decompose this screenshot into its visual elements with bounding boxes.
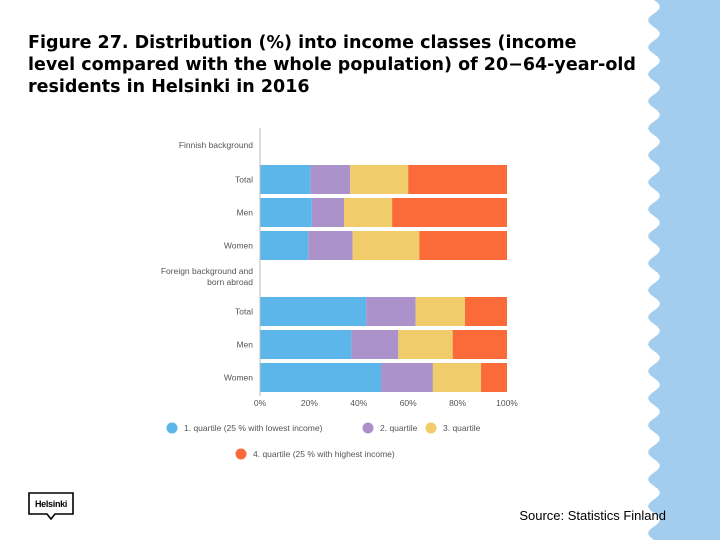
- bar-segment-q4: [419, 231, 507, 260]
- helsinki-logo: Helsinki: [28, 492, 74, 520]
- legend-swatch-q3: [425, 422, 437, 434]
- category-label: Men: [236, 208, 253, 218]
- x-tick-label: 60%: [400, 398, 417, 408]
- wavy-border-shape: [648, 0, 720, 540]
- x-tick-label: 0%: [254, 398, 267, 408]
- x-tick-label: 40%: [350, 398, 367, 408]
- legend-label-q3: 3. quartile: [443, 423, 481, 433]
- logo-wordmark: Helsinki: [35, 499, 67, 509]
- bar-segment-q1: [260, 297, 367, 326]
- category-label: Total: [235, 175, 253, 185]
- bar-segment-q1: [260, 198, 312, 227]
- bar-segment-q3: [343, 198, 393, 227]
- bar-segment-q2: [310, 165, 351, 194]
- x-tick-label: 80%: [449, 398, 466, 408]
- x-tick-label: 20%: [301, 398, 318, 408]
- bar-segment-q4: [392, 198, 507, 227]
- category-label: Women: [224, 241, 253, 251]
- legend-swatch-q2: [362, 422, 374, 434]
- bar-segment-q3: [352, 231, 420, 260]
- bar-segment-q3: [398, 330, 453, 359]
- bar-segment-q3: [432, 363, 482, 392]
- category-label: Men: [236, 340, 253, 350]
- bar-segment-q4: [465, 297, 507, 326]
- legend-label-q1: 1. quartile (25 % with lowest income): [184, 423, 323, 433]
- x-tick-label: 100%: [496, 398, 518, 408]
- bar-segment-q3: [415, 297, 466, 326]
- legend-swatch-q4: [235, 448, 247, 460]
- bar-segment-q4: [452, 330, 507, 359]
- category-label: Women: [224, 373, 253, 383]
- bar-segment-q1: [260, 165, 311, 194]
- legend-label-q2: 2. quartile: [380, 423, 418, 433]
- source-note: Source: Statistics Finland: [519, 508, 666, 523]
- bar-segment-q3: [350, 165, 409, 194]
- bar-segment-q2: [366, 297, 416, 326]
- bar-segment-q1: [260, 231, 309, 260]
- bar-segment-q4: [481, 363, 507, 392]
- stacked-bar-chart: Finnish background Foreign background and…: [161, 128, 518, 460]
- bar-segment-q2: [381, 363, 433, 392]
- category-label: Total: [235, 307, 253, 317]
- bar-segment-q2: [308, 231, 353, 260]
- group-label: Finnish background: [179, 140, 253, 150]
- chart-plot: Finnish background Foreign background and…: [161, 128, 518, 460]
- page-title: Figure 27. Distribution (%) into income …: [28, 33, 636, 97]
- group-label: Foreign background and born abroad: [161, 266, 253, 287]
- bar-segment-q2: [311, 198, 344, 227]
- legend-label-q4: 4. quartile (25 % with highest income): [253, 449, 395, 459]
- legend-swatch-q1: [166, 422, 178, 434]
- bar-segment-q1: [260, 330, 352, 359]
- bar-segment-q2: [351, 330, 399, 359]
- logo-crest-outline: [28, 492, 74, 520]
- bar-segment-q1: [260, 363, 382, 392]
- bar-segment-q4: [408, 165, 507, 194]
- wavy-decorative-border: [648, 0, 720, 540]
